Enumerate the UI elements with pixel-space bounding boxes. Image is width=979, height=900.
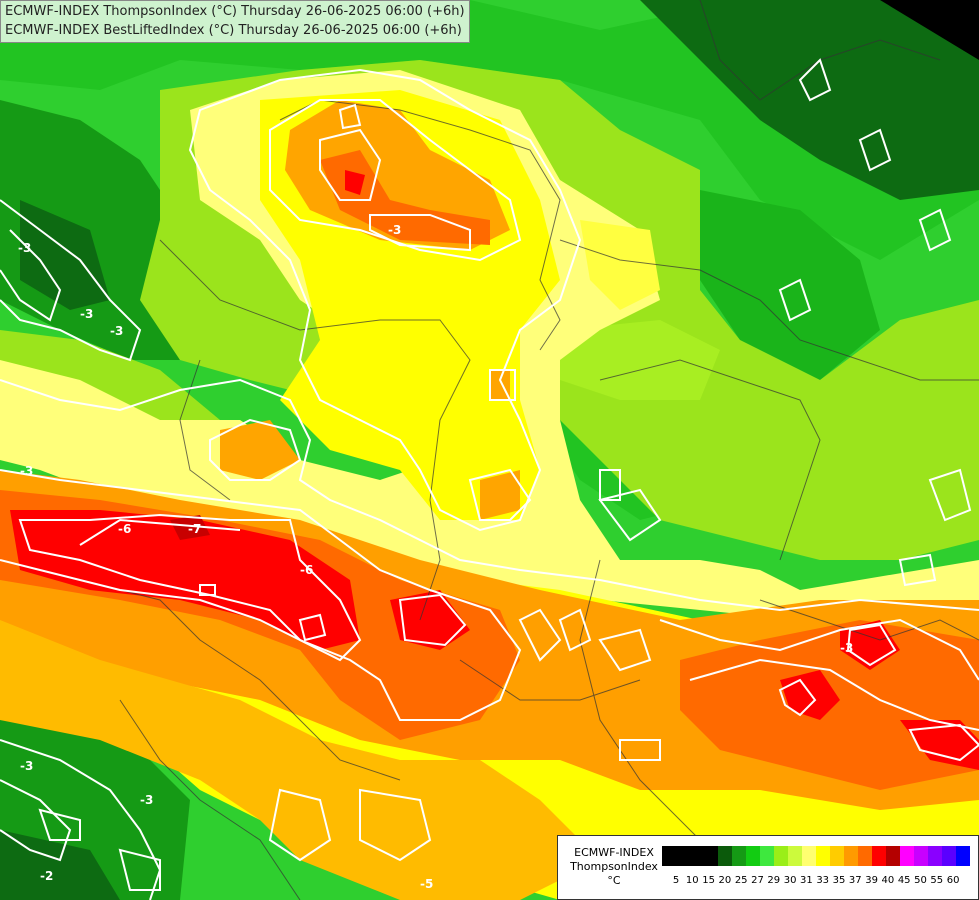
legend-tick-label: 55 — [930, 875, 944, 886]
contour-labels: -3 -3 -6 -7 -6 -3 -3 -3 -2 -3 -5 -3 -3 — [18, 223, 853, 891]
contour-label: -6 — [300, 563, 313, 577]
legend-model: ECMWF-INDEX — [574, 846, 654, 859]
legend-parameter: ThompsonIndex — [570, 860, 658, 873]
title-line-lifted: ECMWF-INDEX BestLiftedIndex (°C) Thursda… — [5, 23, 462, 38]
contour-label: -3 — [140, 793, 153, 807]
legend-tick-label: 25 — [734, 875, 748, 886]
legend-swatch — [900, 846, 914, 866]
contour-label: -3 — [840, 641, 853, 655]
legend-swatch — [760, 846, 774, 866]
legend-swatch — [690, 846, 704, 866]
legend-swatch — [872, 846, 886, 866]
legend-swatch — [928, 846, 942, 866]
contour-label: -5 — [420, 877, 433, 891]
contour-label: -7 — [188, 522, 201, 536]
legend-tick-label: 15 — [702, 875, 715, 886]
contour-label: -6 — [118, 522, 131, 536]
legend-tick-label: 39 — [865, 875, 878, 886]
legend-swatch — [676, 846, 690, 866]
legend-unit: °C — [607, 874, 621, 887]
legend-swatch — [956, 846, 970, 866]
contour-label: -3 — [20, 464, 33, 478]
legend-color-bar — [662, 846, 970, 866]
legend-tick-label: 27 — [751, 875, 764, 886]
legend-swatch — [942, 846, 956, 866]
legend-swatch — [830, 846, 844, 866]
legend-tick-label: 45 — [897, 875, 911, 886]
legend-swatch — [886, 846, 900, 866]
legend-tick-label: 30 — [783, 875, 797, 886]
legend-tick-label: 31 — [800, 875, 813, 886]
legend-swatch — [816, 846, 830, 866]
legend-tick-label: 5 — [672, 875, 680, 886]
legend-tick-label: 20 — [718, 875, 732, 886]
legend-swatch — [914, 846, 928, 866]
contour-label: -3 — [20, 759, 33, 773]
legend-swatch — [718, 846, 732, 866]
title-line-thompson: ECMWF-INDEX ThompsonIndex (°C) Thursday … — [5, 4, 465, 19]
legend-swatch — [732, 846, 746, 866]
legend-tick-label: 60 — [946, 875, 960, 886]
legend-tick-label: 35 — [832, 875, 846, 886]
legend-tick-label: 33 — [816, 875, 830, 886]
legend-swatch — [774, 846, 788, 866]
legend-swatch — [746, 846, 760, 866]
legend-swatch — [858, 846, 872, 866]
legend-swatch — [704, 846, 718, 866]
legend-tick-label: 37 — [848, 875, 862, 886]
legend-tick-label: 50 — [914, 875, 927, 886]
legend-swatch — [788, 846, 802, 866]
legend-title: ECMWF-INDEX ThompsonIndex °C — [564, 846, 664, 888]
contour-label: -2 — [40, 869, 53, 883]
legend-swatch — [802, 846, 816, 866]
lifted-index-contours — [0, 58, 979, 900]
legend-swatch — [662, 846, 676, 866]
contour-label: -3 — [18, 241, 31, 255]
contour-label: -3 — [388, 223, 401, 237]
color-legend: ECMWF-INDEX ThompsonIndex °C 5 10 15 20 25 27… — [557, 835, 979, 900]
map-title: ECMWF-INDEX ThompsonIndex (°C) Thursday … — [0, 0, 470, 43]
legend-tick-label: 40 — [881, 875, 895, 886]
contour-label: -3 — [110, 324, 123, 338]
legend-swatch — [844, 846, 858, 866]
legend-tick-label: 10 — [685, 875, 699, 886]
legend-tick-label: 29 — [767, 875, 781, 886]
contour-label: -3 — [80, 307, 93, 321]
